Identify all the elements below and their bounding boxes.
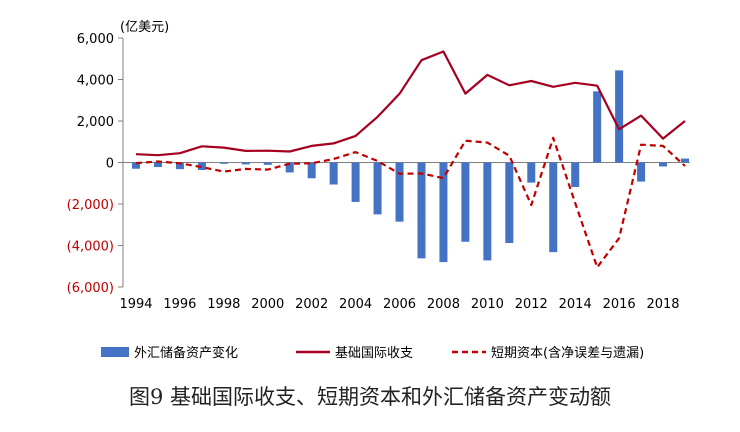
bar-reserve-1997 <box>197 162 206 170</box>
y-unit-label: (亿美元) <box>120 20 169 35</box>
x-tick-label: 1996 <box>163 297 196 312</box>
x-tick-label: 1994 <box>119 297 152 312</box>
x-tick-label: 2016 <box>603 297 636 312</box>
bar-reserve-2009 <box>461 162 470 242</box>
bar-reserve-2016 <box>615 70 624 163</box>
bar-reserve-2011 <box>505 162 514 244</box>
legend: 外汇储备资产变化 基础国际收支 短期资本(含净误差与遗漏) <box>101 345 644 361</box>
bar-reserve-2015 <box>593 91 602 163</box>
bar-reserve-2006 <box>395 162 404 222</box>
x-tick-label: 2000 <box>251 297 284 312</box>
bar-reserve-2010 <box>483 162 492 261</box>
x-tick-label: 2002 <box>295 297 328 312</box>
bar-reserve-2013 <box>549 162 558 253</box>
line-short-term-capital <box>135 136 686 269</box>
line-series <box>135 50 686 269</box>
x-tick-label: 2014 <box>559 297 592 312</box>
y-tick-label: 4,000 <box>77 74 114 89</box>
bar-reserve-2004 <box>351 162 360 202</box>
bar-reserve-2014 <box>571 162 580 187</box>
bar-reserve-2018 <box>659 162 668 167</box>
bar-reserve-1994 <box>132 162 140 169</box>
chart: (亿美元) 6,000 4,000 2,000 0 (2,000) (4,000) (6,0… <box>67 20 690 361</box>
bar-reserve-1995 <box>153 162 162 168</box>
x-tick-labels: 1994 1996 1998 2000 2002 2004 2006 2008 2010 2012… <box>119 297 679 312</box>
x-tick-label: 2012 <box>515 297 548 312</box>
x-tick-label: 2006 <box>383 297 416 312</box>
bar-reserve-2001 <box>285 162 294 173</box>
x-tick-label: 2008 <box>427 297 460 312</box>
bar-series <box>132 70 689 263</box>
figure-caption: 图9 基础国际收支、短期资本和外汇储备资产变动额 <box>128 385 612 409</box>
y-tick-label: 6,000 <box>77 32 114 47</box>
bar-reserve-2005 <box>373 162 382 215</box>
bar-reserve-1998 <box>219 162 228 164</box>
bar-reserve-2019 <box>681 158 689 163</box>
legend-label-bars: 外汇储备资产变化 <box>134 345 238 361</box>
x-tick-label: 2004 <box>339 297 372 312</box>
bar-reserve-2002 <box>307 162 316 179</box>
x-tick-label: 2010 <box>471 297 504 312</box>
y-tick-label: (2,000) <box>67 198 114 213</box>
bar-reserve-2017 <box>637 162 646 182</box>
bar-reserve-2012 <box>527 162 536 183</box>
legend-swatch-bars <box>101 347 129 357</box>
bar-reserve-2007 <box>417 162 426 259</box>
x-tick-label: 2018 <box>646 297 679 312</box>
legend-label-basic: 基础国际收支 <box>335 346 413 361</box>
bar-reserve-1999 <box>241 162 250 165</box>
y-tick-labels: 6,000 4,000 2,000 0 (2,000) (4,000) (6,000) <box>67 32 114 296</box>
bar-reserve-2003 <box>329 162 338 185</box>
bar-reserve-2000 <box>263 162 272 165</box>
legend-label-short: 短期资本(含净误差与遗漏) <box>491 345 644 361</box>
bar-reserve-1996 <box>175 162 184 170</box>
x-tick-label: 1998 <box>207 297 240 312</box>
y-tick-label: (4,000) <box>67 240 114 255</box>
y-tick-label: (6,000) <box>67 281 114 296</box>
line-basic-balance <box>135 50 686 157</box>
y-tick-label: 0 <box>106 157 114 172</box>
y-tick-label: 2,000 <box>77 115 114 130</box>
bar-reserve-2008 <box>439 162 448 263</box>
